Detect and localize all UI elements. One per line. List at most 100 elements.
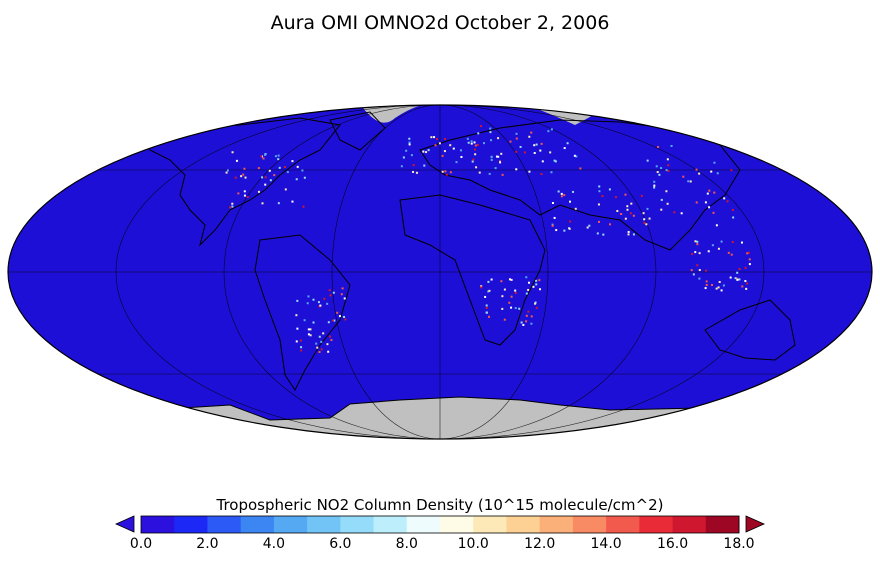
- no2-hotspot: [231, 205, 234, 208]
- no2-hotspot: [523, 151, 526, 154]
- colorbar-over-arrow: [745, 515, 765, 533]
- no2-hotspot: [551, 224, 554, 227]
- colorbar-cell: [141, 516, 175, 533]
- no2-hotspot: [690, 269, 693, 272]
- no2-hotspot: [694, 251, 697, 254]
- no2-hotspot: [269, 179, 272, 182]
- no2-hotspot: [433, 136, 436, 139]
- no2-hotspot: [515, 137, 518, 140]
- no2-hotspot: [320, 340, 323, 343]
- no2-hotspot: [532, 285, 535, 288]
- no2-hotspot: [508, 278, 511, 281]
- no2-hotspot: [708, 189, 711, 192]
- no2-hotspot: [533, 152, 536, 155]
- no2-hotspot: [673, 211, 676, 214]
- no2-hotspot: [243, 190, 246, 193]
- no2-hotspot: [320, 348, 323, 351]
- colorbar-tick-label: 16.0: [656, 536, 689, 552]
- no2-hotspot: [736, 278, 739, 281]
- colorbar-cell: [705, 516, 740, 533]
- no2-hotspot: [494, 167, 497, 170]
- no2-hotspot: [480, 285, 483, 288]
- no2-hotspot: [470, 140, 473, 143]
- no2-hotspot: [711, 284, 714, 287]
- no2-hotspot: [441, 154, 444, 157]
- no2-hotspot: [527, 281, 530, 284]
- no2-hotspot: [738, 278, 741, 281]
- no2-hotspot: [666, 202, 669, 205]
- no2-hotspot: [480, 125, 483, 128]
- no2-hotspot: [723, 197, 726, 200]
- no2-hotspot: [430, 136, 433, 139]
- no2-hotspot: [698, 172, 701, 175]
- no2-hotspot: [408, 143, 411, 146]
- colorbar-tick-label: 14.0: [590, 536, 622, 552]
- no2-hotspot: [286, 171, 289, 174]
- no2-hotspot: [551, 223, 554, 226]
- no2-hotspot: [500, 152, 503, 155]
- no2-hotspot: [744, 266, 747, 269]
- no2-hotspot: [425, 151, 428, 154]
- no2-hotspot: [264, 153, 267, 156]
- no2-hotspot: [338, 315, 341, 318]
- no2-hotspot: [553, 159, 556, 162]
- no2-hotspot: [518, 307, 521, 310]
- no2-hotspot: [510, 295, 513, 298]
- no2-hotspot: [535, 306, 538, 309]
- no2-hotspot: [722, 284, 725, 287]
- no2-hotspot: [242, 173, 245, 176]
- no2-hotspot: [438, 142, 441, 145]
- graticule: [8, 105, 872, 439]
- no2-hotspot: [244, 176, 247, 179]
- no2-hotspot: [656, 171, 659, 174]
- no2-hotspot: [732, 216, 735, 219]
- no2-hotspot: [329, 294, 332, 297]
- no2-hotspot: [229, 206, 232, 209]
- no2-hotspot: [309, 328, 312, 331]
- no2-hotspot: [299, 339, 302, 342]
- no2-hotspot: [490, 278, 493, 281]
- coastlines: [139, 111, 796, 421]
- no2-hotspot: [643, 221, 646, 224]
- no2-hotspot: [738, 268, 741, 271]
- colorbar-cell: [373, 516, 408, 533]
- colorbar-tick-label: 18.0: [723, 536, 755, 552]
- no2-hotspot: [309, 334, 312, 337]
- no2-hotspot: [660, 198, 663, 201]
- colorbar-tick-label: 12.0: [524, 536, 556, 552]
- no2-hotspot: [317, 301, 320, 304]
- no2-hotspot: [455, 161, 458, 164]
- no2-hotspot: [326, 343, 329, 346]
- no2-hotspot: [284, 188, 287, 191]
- colorbar-cell: [572, 516, 607, 533]
- no2-hotspot: [237, 192, 240, 195]
- no2-hotspot: [470, 142, 473, 145]
- no2-hotspot: [503, 288, 506, 291]
- no2-hotspot: [528, 170, 531, 173]
- no2-hotspot: [614, 196, 617, 199]
- no2-hotspot: [235, 159, 238, 162]
- no2-hotspot: [717, 286, 720, 289]
- no2-hotspot: [295, 314, 298, 317]
- no2-hotspot: [487, 290, 490, 293]
- no2-hotspot: [443, 150, 446, 153]
- no2-hotspot: [480, 286, 483, 289]
- no2-hotspot: [260, 155, 263, 158]
- colorbar-tick-label: 10.0: [457, 536, 489, 552]
- no2-hotspot: [268, 169, 271, 172]
- no2-hotspot: [495, 155, 498, 158]
- no2-hotspot: [598, 185, 601, 188]
- colorbar-cell: [506, 516, 541, 533]
- no2-hotspot: [295, 340, 298, 343]
- no2-hotspot: [303, 176, 306, 179]
- colorbar-cell: [440, 516, 474, 533]
- no2-hotspot: [698, 269, 701, 272]
- no2-hotspot: [630, 202, 633, 205]
- no2-hotspot: [694, 240, 697, 243]
- no2-hotspot: [646, 207, 649, 210]
- no2-hotspot: [696, 264, 699, 267]
- no2-hotspot: [608, 223, 611, 226]
- no2-hotspot: [695, 168, 698, 171]
- no2-hotspot: [278, 166, 281, 169]
- colorbar-tick-label: 8.0: [395, 536, 418, 552]
